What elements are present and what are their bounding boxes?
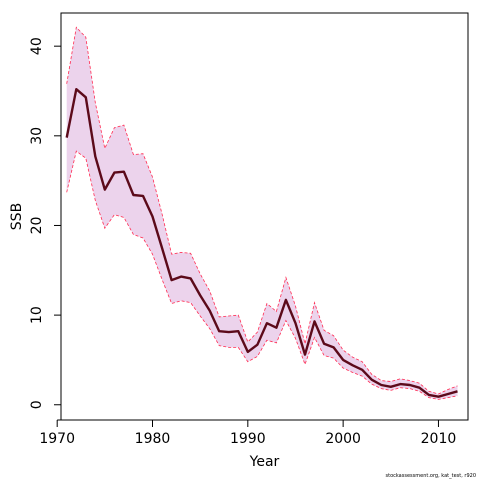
upper-bound-line [66,26,458,395]
y-tick-label: 20 [29,217,45,235]
x-tick-label: 1970 [39,431,75,447]
y-tick-label: 40 [29,37,45,55]
ssb-estimate-line [65,87,458,398]
x-tick-label: 1980 [135,431,171,447]
y-tick-label: 10 [29,306,45,324]
x-axis: 1970 1980 1990 2000 2010 [39,419,457,447]
x-tick-label: 2010 [421,431,457,447]
y-axis-title: SSB [9,203,25,230]
footnote-text: stockassessment.org, kat_test, r920 [386,473,477,479]
y-tick-label: 30 [29,127,45,145]
y-tick-label: 0 [29,400,45,409]
x-tick-label: 1990 [230,431,266,447]
confidence-band [66,27,458,400]
series-lines-group [65,26,458,400]
lower-bound-line [66,150,458,400]
y-axis: 0 10 20 30 40 [29,37,62,409]
x-axis-title: Year [249,454,280,470]
x-tick-label: 2000 [325,431,361,447]
confidence-band-group [66,27,458,400]
